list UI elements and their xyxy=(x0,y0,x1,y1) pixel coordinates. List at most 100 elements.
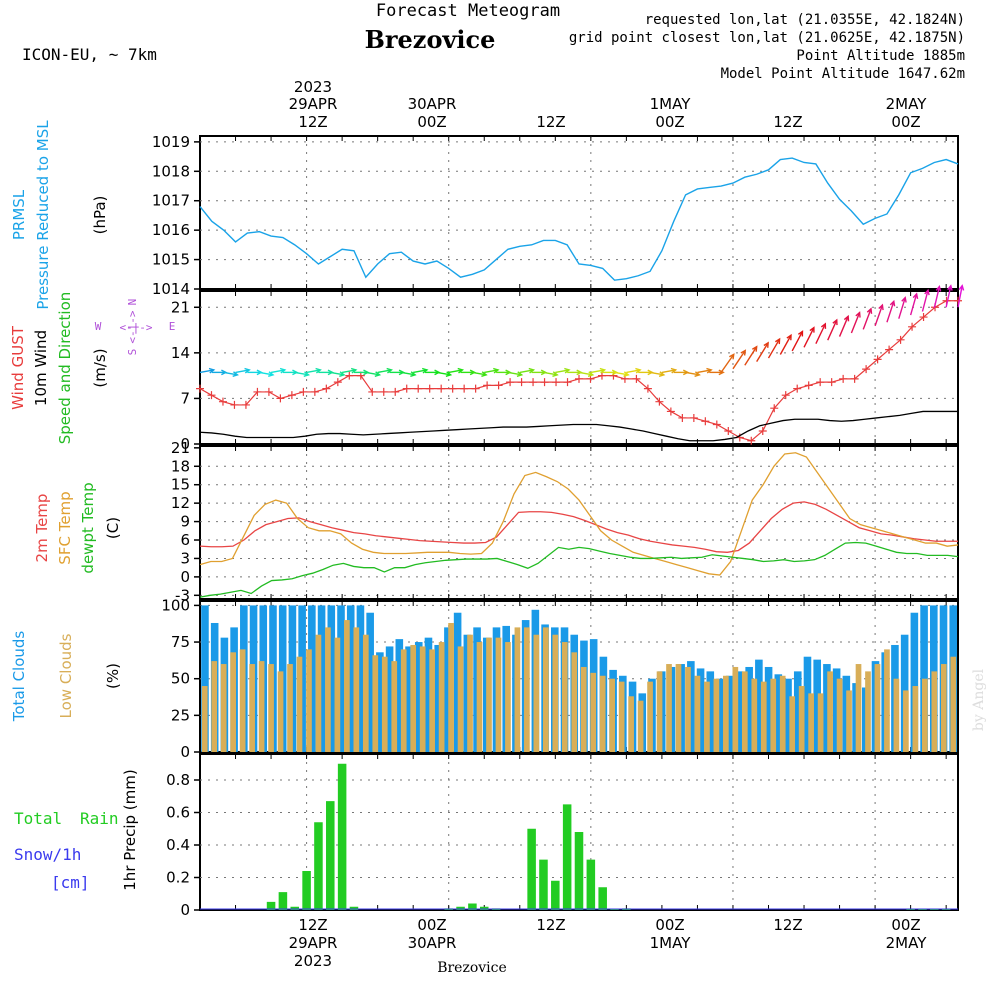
low-cloud-bar xyxy=(552,634,559,752)
wind-arrow-head xyxy=(552,371,559,377)
low-cloud-bar xyxy=(865,671,871,752)
compass-south: S xyxy=(126,349,139,356)
low-cloud-bar xyxy=(884,649,890,752)
y-tick-label: 21 xyxy=(171,298,190,316)
low-cloud-bar xyxy=(912,686,919,752)
low-cloud-bar xyxy=(874,664,881,752)
top-axis-hour: 12Z xyxy=(298,113,327,131)
precip-label-cm: [cm] xyxy=(51,873,90,892)
pressure-label-a: PRMSL xyxy=(10,189,28,240)
clouds-label-a: Total Clouds xyxy=(10,631,28,723)
precip-unit: 1hr Precip (mm) xyxy=(121,769,139,890)
wind-arrow-head xyxy=(935,285,942,292)
clouds-unit: (%) xyxy=(104,663,122,689)
gust-marker xyxy=(954,296,962,305)
low-cloud-bar xyxy=(647,681,653,752)
wind-arrow-shaft xyxy=(756,342,769,363)
low-cloud-bar xyxy=(637,700,644,752)
temp-label-b: SFC Temp xyxy=(56,491,74,564)
wind-direction-arrow xyxy=(590,367,607,374)
wind-direction-arrow xyxy=(626,367,642,374)
low-cloud-bar xyxy=(571,652,578,752)
wind-arrow-shaft xyxy=(791,331,804,352)
wind-direction-arrow xyxy=(330,371,346,377)
wind-arrow-shaft xyxy=(306,369,321,374)
wind-direction-arrow xyxy=(779,333,792,355)
total-cloud-bar xyxy=(414,642,423,752)
total-cloud-bar xyxy=(725,675,734,752)
gust-marker xyxy=(230,400,239,409)
y-tick-label: 3 xyxy=(180,549,190,567)
wind-direction-arrow xyxy=(294,371,311,377)
gust-marker xyxy=(506,378,515,387)
bottom-axis-date: 30APR xyxy=(408,934,457,952)
gust-marker xyxy=(494,381,503,390)
rain-bar xyxy=(278,892,288,910)
wind-arrow-head xyxy=(774,337,781,345)
wind-direction-arrow xyxy=(342,367,358,374)
gust-marker xyxy=(529,378,538,387)
wind-arrow-head xyxy=(706,367,713,374)
wind-arrow-head xyxy=(564,367,571,374)
watermark: by Angel xyxy=(971,668,987,731)
gust-marker xyxy=(287,391,296,400)
top-axis-hour: 00Z xyxy=(417,113,446,131)
pressure-panel-labels: PRMSL Pressure Reduced to MSL (hPa) xyxy=(10,120,109,310)
wind-arrow-shaft xyxy=(815,323,826,345)
bottom-axis-hour: 12Z xyxy=(773,916,802,934)
wind-arrow-head xyxy=(339,371,346,377)
low-cloud-bar xyxy=(230,652,237,752)
wind-direction-arrow xyxy=(945,284,953,308)
y-tick-label: 15 xyxy=(171,476,190,494)
wind-direction-arrow xyxy=(270,367,287,374)
gust-marker xyxy=(712,420,721,429)
low-cloud-bar xyxy=(391,661,398,752)
wind-arrow-shaft xyxy=(555,369,570,374)
total-cloud-bar xyxy=(764,666,773,752)
y-tick-label: 6 xyxy=(180,531,190,549)
panel-frame xyxy=(199,135,959,290)
wind-arrow-shaft xyxy=(685,371,700,376)
wind-speed-line xyxy=(199,410,958,442)
gust-marker xyxy=(460,384,469,393)
low-cloud-bar xyxy=(372,655,379,752)
y-tick-label: 0 xyxy=(180,435,190,453)
wind-direction-arrow xyxy=(744,345,758,366)
gust-marker xyxy=(241,400,250,409)
wind-arrow-head xyxy=(832,318,838,326)
gust-marker xyxy=(345,371,354,380)
wind-arrow-head xyxy=(718,369,725,376)
y-tick-label: 1017 xyxy=(152,192,190,210)
wind-arrow-head xyxy=(924,288,930,296)
y-tick-label: 0 xyxy=(180,568,190,586)
wind-direction-arrow xyxy=(685,371,701,377)
y-tick-label: 0.6 xyxy=(166,804,190,822)
wind-arrow-head xyxy=(786,333,792,341)
low-cloud-bar xyxy=(381,656,388,752)
total-cloud-bar xyxy=(346,605,355,752)
low-cloud-bar xyxy=(855,664,862,752)
wind-direction-arrow xyxy=(720,353,735,373)
wind-unit: (m/s) xyxy=(91,348,109,387)
y-tick-label: -3 xyxy=(175,586,190,604)
low-cloud-bar xyxy=(561,642,568,752)
total-cloud-bar xyxy=(201,605,209,752)
wind-direction-arrow xyxy=(898,296,907,319)
low-cloud-bar xyxy=(334,637,341,752)
precip-panel-labels: Total Rain Snow/1h [cm] 1hr Precip (mm) xyxy=(14,769,139,892)
low-cloud-bar xyxy=(467,634,473,752)
low-cloud-bar xyxy=(353,627,360,752)
gust-marker xyxy=(368,387,377,396)
gust-marker xyxy=(666,407,675,416)
total-cloud-bar xyxy=(803,656,812,752)
gust-marker xyxy=(816,378,825,387)
wind-direction-arrow xyxy=(223,371,239,377)
low-cloud-bar xyxy=(694,675,701,752)
wind-arrow-head xyxy=(268,371,275,377)
wind-direction-arrow xyxy=(199,367,216,374)
temp-dewpt-line xyxy=(199,541,959,598)
panel-frame xyxy=(199,290,959,445)
bottom-axis-date: 2MAY xyxy=(886,934,928,952)
rain-bar xyxy=(290,906,300,910)
rain-bar xyxy=(610,909,619,910)
